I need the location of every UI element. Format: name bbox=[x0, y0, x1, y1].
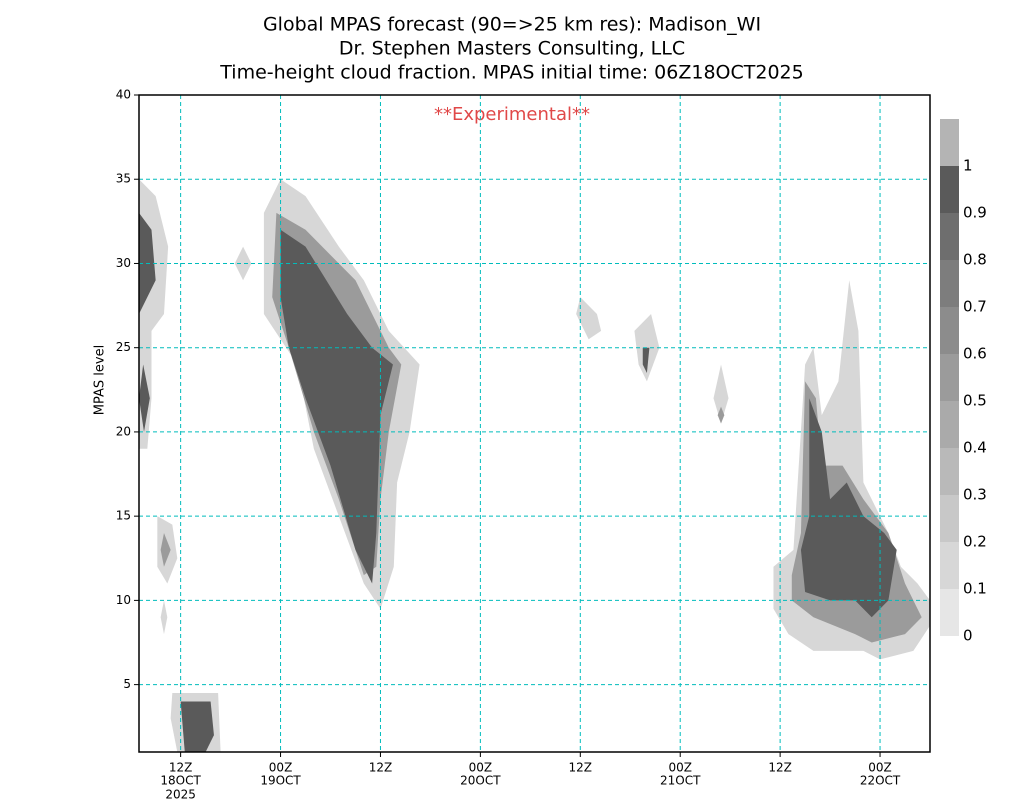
cloud-region bbox=[576, 297, 602, 340]
colorbar-label: 0.6 bbox=[963, 345, 987, 363]
colorbar-box bbox=[940, 166, 959, 213]
cloud-region bbox=[642, 347, 650, 373]
chart-subtitle: Dr. Stephen Masters Consulting, LLC bbox=[339, 38, 685, 60]
colorbar-label: 0.1 bbox=[963, 580, 987, 598]
cloud-region bbox=[713, 364, 729, 424]
cloud-region bbox=[160, 600, 168, 635]
colorbar-box bbox=[940, 542, 959, 589]
cloud-region bbox=[800, 398, 897, 618]
colorbar-label: 0.3 bbox=[963, 486, 987, 504]
colorbar-box bbox=[940, 354, 959, 401]
colorbar-label: 0.5 bbox=[963, 392, 987, 410]
y-tick-label: 25 bbox=[116, 340, 131, 354]
x-tick-label: 12Z bbox=[369, 761, 393, 775]
colorbar-box bbox=[940, 495, 959, 542]
colorbar-label: 0.2 bbox=[963, 533, 987, 551]
cloud-region bbox=[180, 701, 214, 752]
cloud-region bbox=[717, 406, 725, 424]
colorbar-label: 0 bbox=[963, 627, 973, 645]
x-tick-label: 00Z bbox=[469, 761, 493, 775]
x-tick-label: 12Z bbox=[768, 761, 792, 775]
x-date-label: 20OCT bbox=[460, 774, 501, 788]
x-tick-label: 00Z bbox=[668, 761, 692, 775]
x-date-label: 21OCT bbox=[660, 774, 701, 788]
colorbar-box bbox=[940, 589, 959, 636]
cloud-region bbox=[160, 533, 171, 567]
cloud-region bbox=[139, 364, 150, 432]
annotation: **Experimental** bbox=[434, 104, 590, 125]
y-tick-label: 15 bbox=[116, 509, 131, 523]
plot-frame bbox=[138, 94, 931, 753]
x-tick-label: 00Z bbox=[269, 761, 293, 775]
x-tick-label: 00Z bbox=[868, 761, 892, 775]
colorbar-box bbox=[940, 401, 959, 448]
y-tick-label: 35 bbox=[116, 172, 131, 186]
y-tick-label: 30 bbox=[116, 256, 131, 270]
x-date-label: 22OCT bbox=[860, 774, 901, 788]
colorbar-box bbox=[940, 260, 959, 307]
plot-area bbox=[139, 179, 930, 752]
cloud-region bbox=[280, 229, 393, 584]
y-tick-label: 20 bbox=[116, 424, 131, 438]
x-tick-label: 12Z bbox=[569, 761, 593, 775]
colorbar-box bbox=[940, 213, 959, 260]
y-tick-label: 40 bbox=[116, 88, 131, 102]
colorbar-box bbox=[940, 448, 959, 495]
x-date-label: 18OCT bbox=[160, 774, 201, 788]
colorbar-label: 0.9 bbox=[963, 204, 987, 222]
colorbar-label: 0.7 bbox=[963, 298, 987, 316]
cloud-region bbox=[234, 246, 252, 281]
y-axis-label: MPAS level bbox=[93, 345, 108, 415]
chart-subtitle: Time-height cloud fraction. MPAS initial… bbox=[219, 62, 803, 84]
colorbar-label: 1 bbox=[963, 157, 973, 175]
chart-title: Global MPAS forecast (90=>25 km res): Ma… bbox=[263, 14, 761, 36]
y-tick-label: 10 bbox=[116, 593, 131, 607]
x-year-label: 2025 bbox=[165, 788, 196, 800]
colorbar-label: 0.8 bbox=[963, 251, 987, 269]
y-tick-label: 5 bbox=[123, 677, 131, 691]
colorbar-label: 0.4 bbox=[963, 439, 987, 457]
colorbar-box bbox=[940, 119, 959, 166]
x-tick-label: 12Z bbox=[169, 761, 193, 775]
x-date-label: 19OCT bbox=[260, 774, 301, 788]
colorbar-box bbox=[940, 307, 959, 354]
